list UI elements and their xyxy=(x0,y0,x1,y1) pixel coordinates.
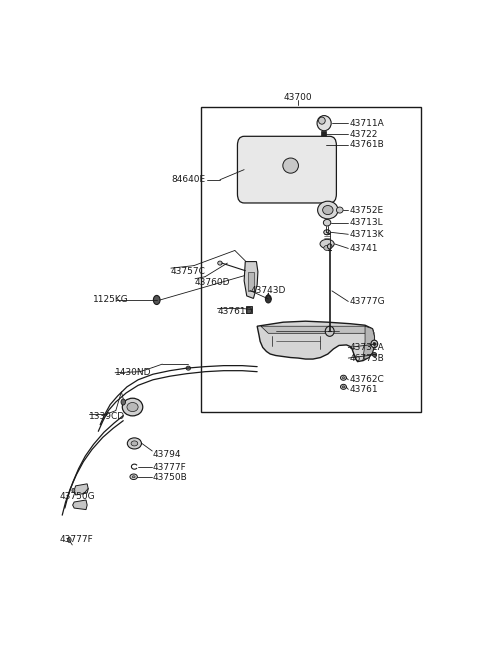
Text: 43713K: 43713K xyxy=(349,230,384,239)
Ellipse shape xyxy=(336,207,343,213)
Ellipse shape xyxy=(340,375,347,380)
Text: 43731A: 43731A xyxy=(349,343,384,352)
Ellipse shape xyxy=(340,384,347,390)
Ellipse shape xyxy=(127,403,138,411)
Ellipse shape xyxy=(324,245,330,251)
Ellipse shape xyxy=(127,438,142,449)
Text: 43762C: 43762C xyxy=(349,375,384,384)
Polygon shape xyxy=(363,326,374,359)
Ellipse shape xyxy=(318,201,338,219)
Ellipse shape xyxy=(218,261,222,265)
Bar xyxy=(248,272,254,291)
Ellipse shape xyxy=(327,244,332,249)
Text: 43761B: 43761B xyxy=(349,140,384,150)
Text: 43752E: 43752E xyxy=(349,205,384,215)
Text: 84640E: 84640E xyxy=(172,175,206,184)
Text: 43750G: 43750G xyxy=(60,493,96,501)
Ellipse shape xyxy=(321,144,324,146)
Ellipse shape xyxy=(323,205,333,215)
Text: 1430ND: 1430ND xyxy=(115,368,152,377)
Polygon shape xyxy=(74,484,88,495)
Ellipse shape xyxy=(371,340,378,348)
Circle shape xyxy=(67,537,71,543)
Polygon shape xyxy=(257,321,374,361)
Ellipse shape xyxy=(325,326,334,337)
Text: 1339CD: 1339CD xyxy=(89,412,125,420)
Ellipse shape xyxy=(131,441,138,446)
Circle shape xyxy=(154,295,160,304)
Ellipse shape xyxy=(372,352,377,357)
Ellipse shape xyxy=(122,398,143,416)
Circle shape xyxy=(121,399,125,405)
Bar xyxy=(246,306,252,313)
Polygon shape xyxy=(244,262,258,298)
Polygon shape xyxy=(261,326,374,333)
Text: 43757C: 43757C xyxy=(171,267,206,276)
Text: 46773B: 46773B xyxy=(349,354,384,363)
Text: 1125KG: 1125KG xyxy=(93,295,129,304)
Ellipse shape xyxy=(324,230,330,235)
Text: 43761D: 43761D xyxy=(217,306,253,316)
Ellipse shape xyxy=(130,474,137,480)
Ellipse shape xyxy=(342,377,345,379)
Text: 43741: 43741 xyxy=(349,244,378,253)
Text: 43760D: 43760D xyxy=(195,277,230,287)
Ellipse shape xyxy=(319,117,325,124)
Text: 43722: 43722 xyxy=(349,130,378,139)
Text: 43750B: 43750B xyxy=(153,473,188,482)
Ellipse shape xyxy=(342,386,345,388)
Text: 43794: 43794 xyxy=(153,450,181,459)
Ellipse shape xyxy=(186,366,191,370)
Ellipse shape xyxy=(373,342,376,346)
FancyBboxPatch shape xyxy=(238,136,336,203)
Text: 43777G: 43777G xyxy=(349,297,385,306)
Text: 43777F: 43777F xyxy=(153,463,187,472)
Ellipse shape xyxy=(283,158,299,173)
Text: 43761: 43761 xyxy=(349,385,378,394)
Ellipse shape xyxy=(317,115,331,131)
Circle shape xyxy=(265,295,271,303)
Text: 43777F: 43777F xyxy=(60,535,94,544)
Polygon shape xyxy=(72,500,87,510)
Bar xyxy=(321,131,326,137)
Ellipse shape xyxy=(324,219,331,226)
Text: 43700: 43700 xyxy=(284,93,312,102)
Ellipse shape xyxy=(320,239,334,249)
Circle shape xyxy=(72,488,75,493)
Text: 43743D: 43743D xyxy=(251,286,286,295)
Ellipse shape xyxy=(320,142,325,147)
Text: 43711A: 43711A xyxy=(349,119,384,128)
Text: 43713L: 43713L xyxy=(349,218,383,227)
Bar xyxy=(202,106,421,412)
Ellipse shape xyxy=(132,476,135,478)
